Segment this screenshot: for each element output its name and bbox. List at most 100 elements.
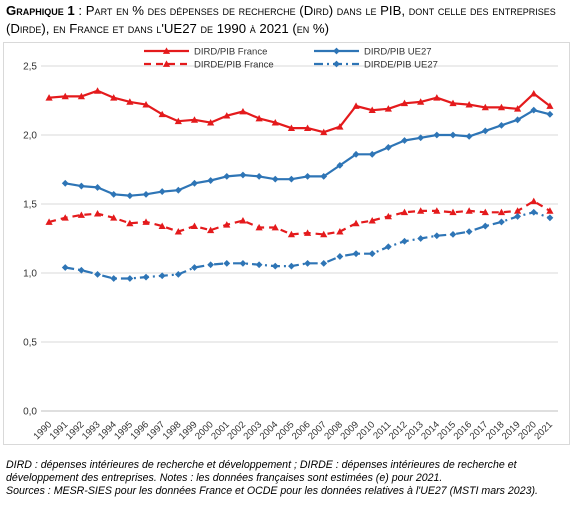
data-point-marker — [207, 118, 215, 126]
data-point-marker — [239, 171, 247, 179]
data-point-marker — [61, 264, 69, 271]
data-point-marker — [481, 103, 489, 111]
data-point-marker — [126, 98, 134, 105]
data-point-marker — [207, 226, 215, 234]
data-point-marker — [110, 190, 118, 198]
definitions-note: DIRD : dépenses intérieures de recherche… — [6, 459, 517, 485]
data-point-marker — [336, 161, 344, 169]
data-point-marker — [384, 144, 392, 151]
data-point-marker — [94, 184, 101, 191]
data-point-marker — [449, 230, 457, 238]
chart-frame: 0,0 0,5 1,0 1,5 2,0 2,5 1990 1991 1992 1993 1994 19… — [3, 42, 570, 445]
y-tick-label: 2,5 — [23, 62, 37, 73]
data-point-marker — [384, 212, 392, 220]
data-point-marker — [207, 261, 215, 269]
data-point-marker — [61, 179, 69, 187]
data-point-marker — [174, 228, 182, 235]
data-point-marker — [498, 121, 505, 129]
chart-title-separator: : — [74, 3, 86, 18]
data-point-marker — [514, 105, 522, 112]
data-point-marker — [320, 259, 328, 267]
data-point-marker — [110, 214, 118, 221]
data-point-marker — [546, 110, 554, 118]
data-point-marker — [271, 118, 279, 126]
y-tick-label: 2,0 — [23, 131, 37, 142]
data-point-marker — [433, 232, 441, 240]
data-point-marker — [174, 270, 182, 278]
chart-notes: DIRD : dépenses intérieures de recherche… — [6, 459, 568, 499]
data-point-marker — [530, 208, 538, 216]
data-point-marker — [497, 208, 506, 216]
data-point-marker — [320, 128, 328, 136]
chart-title-text: Part en % des dépenses de recherche (Dir… — [6, 3, 556, 36]
data-point-marker — [303, 124, 312, 131]
data-point-marker — [401, 237, 408, 245]
data-point-marker — [352, 250, 360, 258]
y-tick-label: 1,0 — [23, 269, 37, 280]
data-point-marker — [368, 250, 376, 258]
data-point-marker — [191, 179, 198, 187]
data-point-marker — [255, 114, 263, 122]
data-point-marker — [320, 173, 328, 180]
data-point-marker — [465, 207, 473, 214]
data-point-marker — [433, 94, 441, 101]
sources-note: Sources : MESR-SIES pour les données Fra… — [6, 485, 538, 498]
data-point-marker — [142, 218, 150, 225]
data-point-marker — [333, 60, 340, 68]
data-point-marker — [417, 134, 425, 142]
data-point-marker — [465, 228, 473, 235]
data-point-marker — [174, 117, 182, 125]
data-point-marker — [94, 270, 101, 278]
data-point-marker — [126, 192, 134, 200]
data-point-marker — [77, 92, 85, 100]
data-point-marker — [126, 219, 134, 227]
data-point-marker — [336, 228, 344, 235]
data-point-marker — [320, 230, 328, 238]
data-point-marker — [546, 207, 554, 214]
data-point-marker — [207, 177, 215, 184]
series-line — [49, 89, 551, 134]
data-point-marker — [417, 235, 425, 242]
data-point-marker — [401, 137, 408, 144]
data-point-marker — [158, 272, 166, 280]
data-point-marker — [191, 264, 198, 271]
data-point-marker — [158, 188, 166, 195]
data-point-marker — [77, 211, 85, 218]
data-point-marker — [481, 127, 489, 135]
data-point-marker — [93, 87, 102, 94]
data-point-marker — [223, 259, 231, 267]
data-point-marker — [287, 124, 296, 131]
line-chart: 0,00,51,01,52,02,51990199119921993199419… — [23, 47, 558, 442]
data-point-marker — [239, 216, 247, 224]
data-point-marker — [333, 47, 340, 55]
data-point-marker — [126, 275, 134, 282]
data-point-marker — [336, 123, 344, 130]
data-point-marker — [481, 208, 489, 216]
data-point-marker — [498, 218, 505, 226]
series-line — [48, 200, 551, 236]
legend-label: DIRD/PIB UE27 — [364, 47, 432, 58]
data-point-marker — [368, 150, 376, 158]
data-point-marker — [530, 106, 538, 114]
chart-title-label: Graphique 1 — [6, 3, 75, 18]
legend-label: DIRDE/PIB UE27 — [364, 60, 438, 71]
data-point-marker — [400, 99, 409, 107]
data-point-marker — [288, 175, 295, 183]
data-point-marker — [449, 131, 457, 139]
data-point-marker — [255, 223, 263, 231]
data-point-marker — [162, 47, 171, 54]
data-point-marker — [162, 60, 171, 67]
data-point-marker — [546, 214, 554, 222]
data-point-marker — [190, 222, 199, 229]
data-point-marker — [465, 101, 473, 108]
data-point-marker — [223, 173, 231, 180]
chart-title: Graphique 1 : Part en % des dépenses de … — [6, 2, 568, 38]
legend-label: DIRDE/PIB France — [194, 60, 274, 71]
data-point-marker — [514, 116, 522, 124]
data-point-marker — [223, 112, 231, 119]
data-point-marker — [174, 186, 182, 194]
data-point-marker — [449, 99, 457, 107]
data-point-marker — [61, 92, 69, 100]
data-point-marker — [303, 229, 312, 236]
data-point-marker — [45, 94, 53, 101]
